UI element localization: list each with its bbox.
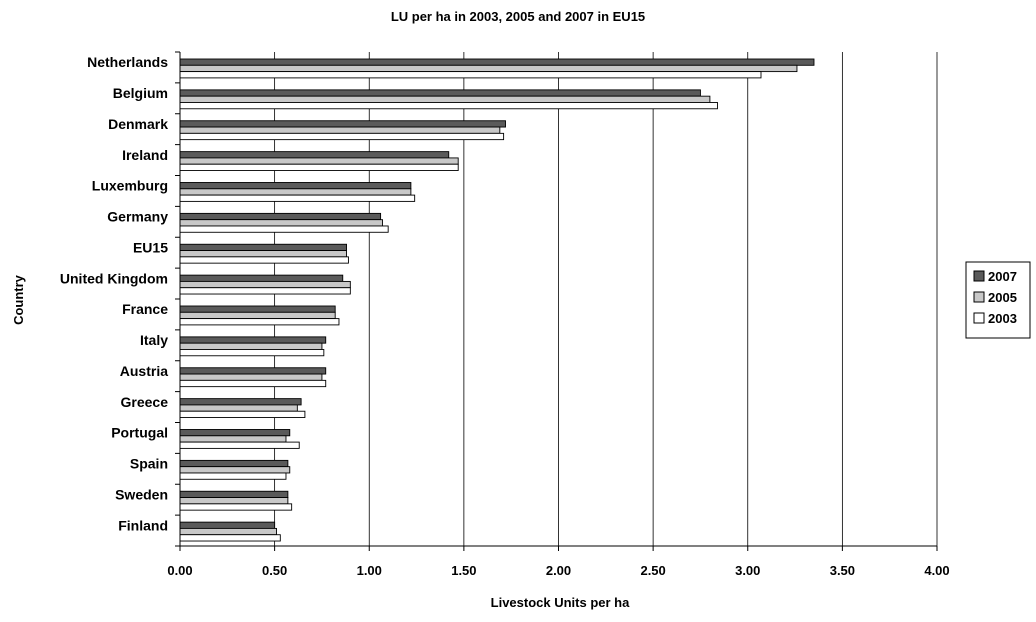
category-label: Denmark bbox=[108, 116, 168, 132]
bar-2007 bbox=[179, 58, 815, 66]
category-label: Netherlands bbox=[87, 54, 168, 70]
legend: 2007 2005 2003 bbox=[965, 261, 1031, 339]
bar-2007 bbox=[179, 182, 412, 190]
bar-2007 bbox=[179, 398, 302, 406]
x-tick-label: 3.00 bbox=[735, 563, 760, 578]
bar-2005 bbox=[179, 497, 289, 505]
legend-swatch-2005 bbox=[973, 291, 985, 303]
bar-2003 bbox=[179, 410, 306, 418]
bar-2005 bbox=[179, 64, 798, 73]
bar-2007 bbox=[179, 212, 382, 221]
category-label: EU15 bbox=[133, 239, 168, 255]
bar-2003 bbox=[179, 256, 349, 264]
bar-2005 bbox=[179, 157, 459, 165]
bar-2005 bbox=[179, 188, 412, 196]
x-tick-labels: 0.00 0.50 1.00 1.50 2.00 2.50 3.00 3.50 4.00 bbox=[167, 563, 949, 578]
bar-2005 bbox=[179, 280, 351, 289]
bar-2003 bbox=[179, 379, 327, 388]
category-label: Finland bbox=[118, 517, 168, 533]
y-axis-label: Country bbox=[11, 274, 26, 325]
category-label: Austria bbox=[120, 363, 168, 379]
category-label: Portugal bbox=[111, 425, 168, 441]
bar-2003 bbox=[179, 441, 300, 449]
bar-2005 bbox=[179, 342, 323, 350]
bar-2003 bbox=[179, 349, 325, 357]
bar-2005 bbox=[179, 404, 298, 412]
chart-title: LU per ha in 2003, 2005 and 2007 in EU15 bbox=[391, 9, 645, 24]
category-label: Luxemburg bbox=[92, 178, 168, 194]
category-label: Germany bbox=[107, 209, 168, 225]
legend-label-2007: 2007 bbox=[988, 269, 1017, 284]
bar-2005 bbox=[179, 250, 347, 258]
bar-2003 bbox=[179, 225, 389, 233]
bar-2007 bbox=[179, 120, 506, 128]
bar-2003 bbox=[179, 472, 287, 480]
bars bbox=[179, 58, 815, 542]
x-tick-label: 4.00 bbox=[924, 563, 949, 578]
x-axis-label: Livestock Units per ha bbox=[491, 595, 630, 610]
axes bbox=[175, 51, 938, 551]
x-tick-label: 1.50 bbox=[451, 563, 476, 578]
y-tick-labels: Netherlands Belgium Denmark Ireland Luxembur… bbox=[60, 54, 168, 533]
bar-2003 bbox=[179, 287, 351, 295]
legend-label-2003: 2003 bbox=[988, 311, 1017, 326]
bar-2007 bbox=[179, 274, 344, 282]
bar-2005 bbox=[179, 373, 323, 381]
x-tick-label: 0.00 bbox=[167, 563, 192, 578]
x-tick-label: 3.50 bbox=[830, 563, 855, 578]
category-label: Italy bbox=[140, 332, 168, 348]
bar-2007 bbox=[179, 490, 289, 499]
bar-2007 bbox=[179, 305, 336, 313]
legend-swatch-2003 bbox=[973, 312, 985, 324]
category-label: Sweden bbox=[115, 486, 168, 502]
bar-2005 bbox=[179, 95, 711, 103]
bar-2007 bbox=[179, 459, 289, 468]
category-label: Spain bbox=[130, 456, 168, 472]
bar-2007 bbox=[179, 429, 291, 437]
bar-2003 bbox=[179, 163, 459, 171]
bar-2007 bbox=[179, 336, 327, 344]
bar-2005 bbox=[179, 466, 291, 474]
bar-2007 bbox=[179, 89, 701, 97]
x-tick-label: 2.00 bbox=[546, 563, 571, 578]
bar-2003 bbox=[179, 132, 505, 141]
bar-2007 bbox=[179, 151, 450, 159]
bar-2007 bbox=[179, 367, 327, 375]
bar-2005 bbox=[179, 435, 287, 443]
bar-2003 bbox=[179, 194, 416, 202]
category-label: Belgium bbox=[113, 85, 168, 101]
x-tick-label: 2.50 bbox=[640, 563, 665, 578]
x-tick-label: 1.00 bbox=[357, 563, 382, 578]
bar-2003 bbox=[179, 534, 281, 542]
bar-2003 bbox=[179, 318, 340, 326]
bar-2007 bbox=[179, 243, 347, 252]
bar-2007 bbox=[179, 521, 276, 529]
bar-2003 bbox=[179, 503, 293, 511]
legend-label-2005: 2005 bbox=[988, 290, 1017, 305]
category-label: Ireland bbox=[122, 147, 168, 163]
bar-2003 bbox=[179, 71, 762, 79]
bar-2005 bbox=[179, 527, 277, 536]
category-label: France bbox=[122, 301, 168, 317]
bar-2003 bbox=[179, 102, 718, 110]
bar-2005 bbox=[179, 126, 501, 134]
category-label: Greece bbox=[121, 394, 169, 410]
bar-2005 bbox=[179, 219, 383, 227]
bar-2005 bbox=[179, 311, 336, 320]
x-tick-label: 0.50 bbox=[262, 563, 287, 578]
category-label: United Kingdom bbox=[60, 270, 168, 286]
legend-swatch-2007 bbox=[973, 270, 985, 282]
